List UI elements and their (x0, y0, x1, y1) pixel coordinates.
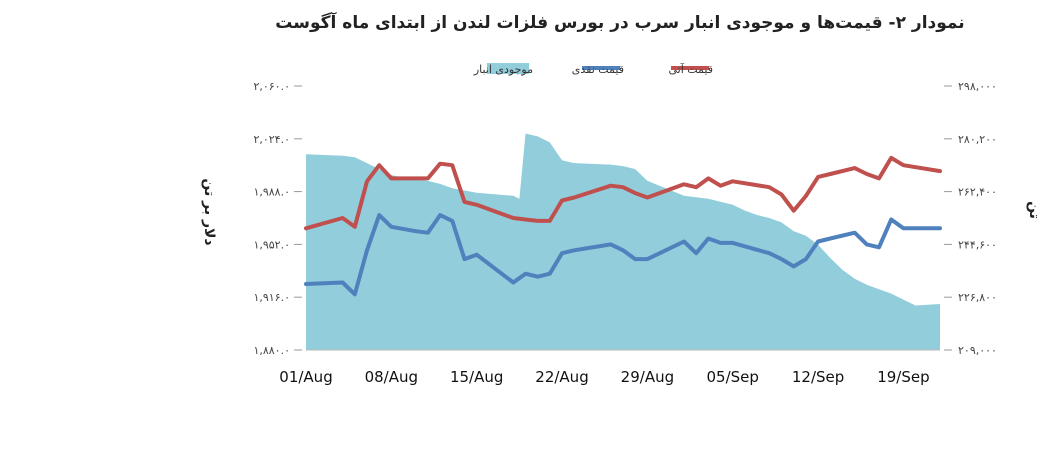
futures-price-line (304, 155, 942, 231)
left-axis: ۱,۸۸۰.۰ ۱,۹۱۶.۰ ۱,۹۵۲.۰ ۱,۹۸۸.۰ ۲,۰۲۴.۰ ۲,۰۶۰… (253, 80, 302, 357)
x-tick-label: 15/Aug (450, 368, 503, 386)
right-tick-label: ۲۴۴,۶۰۰ (958, 238, 997, 251)
x-tick-label: 29/Aug (621, 368, 674, 386)
left-tick-label: ۱,۹۱۶.۰ (253, 291, 290, 304)
legend-swatch-stock (487, 63, 529, 74)
stock-area (306, 133, 940, 350)
right-tick-label: ۲۰۹,۰۰۰ (958, 344, 997, 357)
left-tick-label: ۱,۹۸۸.۰ (253, 186, 290, 199)
right-tick-label: ۲۲۶,۸۰۰ (958, 291, 997, 304)
left-tick-label: ۲,۰۶۰.۰ (253, 80, 290, 93)
legend-label-stock: موجودی انبار (473, 63, 533, 76)
chart-title: نمودار ۲- قیمت‌ها و موجودی انبار سرب در … (275, 11, 964, 33)
legend: موجودی انبار قیمت نقدی قیمت آتی (473, 62, 713, 76)
right-tick-label: ۲۶۲,۴۰۰ (958, 186, 997, 199)
left-axis-title: دلار بر تن (201, 178, 217, 245)
x-tick-label: 19/Sep (877, 368, 929, 386)
right-axis-title: تن (1026, 201, 1042, 219)
right-tick-label: ۲۹۸,۰۰۰ (958, 80, 997, 93)
left-tick-label: ۱,۹۵۲.۰ (253, 238, 290, 251)
legend-label-cash: قیمت نقدی (572, 63, 624, 76)
left-tick-label: ۱,۸۸۰.۰ (253, 344, 290, 357)
right-axis: ۲۰۹,۰۰۰ ۲۲۶,۸۰۰ ۲۴۴,۶۰۰ ۲۶۲,۴۰۰ ۲۸۰,۲۰۰ ۲۹۸,۰… (944, 80, 997, 357)
right-tick-label: ۲۸۰,۲۰۰ (958, 133, 997, 146)
x-tick-label: 01/Aug (279, 368, 332, 386)
x-tick-label: 05/Sep (706, 368, 758, 386)
x-tick-label: 12/Sep (792, 368, 844, 386)
left-tick-label: ۲,۰۲۴.۰ (253, 133, 290, 146)
cash-price-line (304, 213, 942, 297)
plot-area (304, 133, 942, 350)
x-axis: 01/Aug 08/Aug 15/Aug 22/Aug 29/Aug 05/Sep 12/S… (279, 349, 940, 386)
legend-label-futures: قیمت آتی (668, 62, 713, 76)
x-tick-label: 08/Aug (365, 368, 418, 386)
x-tick-label: 22/Aug (535, 368, 588, 386)
